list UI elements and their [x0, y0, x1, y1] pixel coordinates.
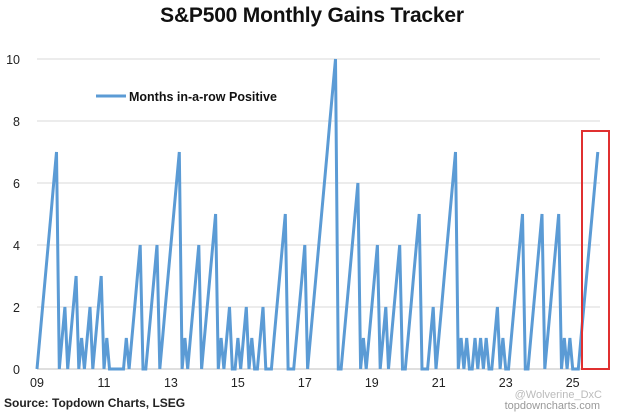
x-tick-label: 23 — [499, 376, 513, 390]
x-tick-label: 21 — [432, 376, 446, 390]
x-tick-label: 19 — [365, 376, 379, 390]
highlight-box — [581, 130, 610, 370]
x-tick-label: 25 — [566, 376, 580, 390]
y-tick-label: 6 — [13, 177, 20, 191]
watermark-user: @Wolverine_DxC — [514, 389, 602, 401]
x-tick-label: 09 — [30, 376, 44, 390]
x-tick-label: 15 — [231, 376, 245, 390]
y-tick-label: 8 — [13, 115, 20, 129]
y-tick-label: 2 — [13, 301, 20, 315]
y-axis-ticks: 0 2 4 6 8 10 — [6, 53, 20, 377]
chart-title: S&P500 Monthly Gains Tracker — [160, 4, 464, 27]
y-tick-label: 10 — [6, 53, 20, 67]
source-note: Source: Topdown Charts, LSEG — [4, 396, 186, 410]
x-tick-label: 13 — [164, 376, 178, 390]
x-tick-label: 17 — [298, 376, 312, 390]
x-axis-ticks: 09 11 13 15 17 19 21 23 25 — [30, 376, 580, 390]
legend-label: Months in-a-row Positive — [129, 90, 277, 104]
legend: Months in-a-row Positive — [96, 90, 277, 104]
series-line-months-positive — [35, 58, 600, 371]
y-tick-label: 0 — [13, 363, 20, 377]
watermark-site: topdowncharts.com — [504, 400, 600, 412]
x-tick-label: 11 — [97, 376, 110, 390]
y-tick-label: 4 — [13, 239, 20, 253]
